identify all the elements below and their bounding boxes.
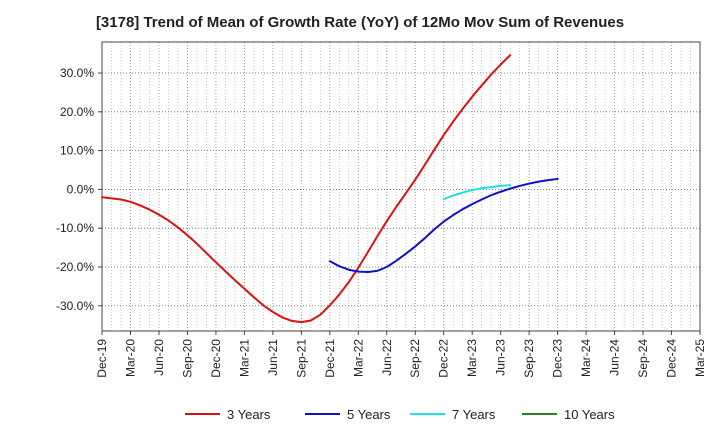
x-tick-label: Dec-22 (437, 339, 451, 378)
x-tick-label: Jun-24 (608, 339, 622, 376)
x-tick-label: Sep-22 (408, 339, 422, 378)
x-tick-label: Sep-21 (294, 339, 308, 378)
x-tick-label: Mar-25 (693, 339, 707, 377)
axis-layer: 30.0% 20.0% 10.0% 0.0% -10.0% -20.0% -30.0% Dec… (56, 41, 707, 378)
x-tick-label: Jun-21 (266, 339, 280, 376)
chart-title: [3178] Trend of Mean of Growth Rate (YoY… (95, 14, 625, 31)
x-tick-label: Dec-23 (551, 339, 565, 378)
x-tick-label: Jun-23 (494, 339, 508, 376)
legend-label: 3 Years (227, 407, 271, 422)
x-tick-label: Sep-24 (636, 339, 650, 378)
x-tick-label: Dec-21 (323, 339, 337, 378)
y-tick-label: 20.0% (60, 105, 94, 119)
x-tick-label: Jun-22 (380, 339, 394, 376)
y-tick-label: 30.0% (60, 66, 94, 80)
x-tick-label: Dec-20 (209, 339, 223, 378)
legend: 3 Years 5 Years 7 Years 10 Years (185, 407, 615, 422)
x-tick-label: Mar-20 (123, 339, 137, 377)
series-line-3-years (101, 54, 512, 324)
x-tick-label: Mar-23 (465, 339, 479, 377)
x-tick-label: Mar-22 (351, 339, 365, 377)
x-tick-label: Jun-20 (152, 339, 166, 376)
x-tick-label: Dec-24 (665, 339, 679, 378)
y-tick-label: -20.0% (56, 260, 94, 274)
x-tick-label: Sep-23 (522, 339, 536, 378)
legend-label: 10 Years (564, 407, 615, 422)
series-line-5-years (328, 177, 559, 274)
x-tick-label: Mar-21 (237, 339, 251, 377)
series-line-7-years (442, 184, 512, 201)
plot-frame (101, 41, 701, 332)
x-tick-label: Mar-24 (579, 339, 593, 377)
y-tick-label: 0.0% (67, 182, 95, 196)
y-tick-label: -10.0% (56, 221, 94, 235)
grid-layer (101, 42, 701, 331)
y-tick-label: 10.0% (60, 144, 94, 158)
legend-label: 5 Years (347, 407, 391, 422)
series-layer (101, 54, 559, 324)
legend-label: 7 Years (452, 407, 496, 422)
x-tick-label: Sep-20 (180, 339, 194, 378)
y-tick-label: -30.0% (56, 299, 94, 313)
x-tick-label: Dec-19 (95, 339, 109, 378)
